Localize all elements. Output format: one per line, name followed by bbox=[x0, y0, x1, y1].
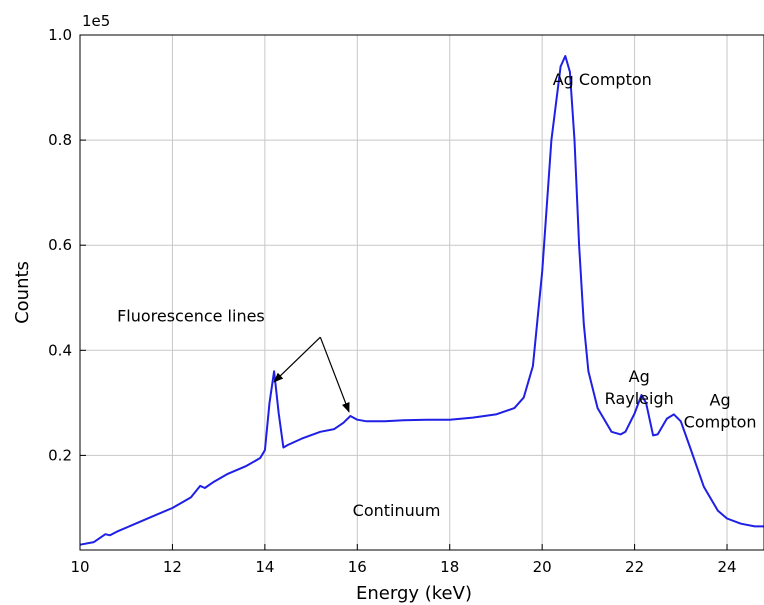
x-tick-label: 12 bbox=[163, 558, 182, 576]
x-tick-label: 10 bbox=[70, 558, 89, 576]
y-tick-label: 0.8 bbox=[48, 131, 72, 149]
annotation-line: Ag bbox=[710, 390, 731, 409]
annotation-line: Fluorescence lines bbox=[117, 306, 265, 325]
annotation-arrow bbox=[273, 336, 321, 383]
annotation-ag-rayleigh: Ag Rayleigh bbox=[605, 367, 674, 408]
series-group bbox=[79, 55, 764, 546]
y-tick-label: 0.2 bbox=[48, 446, 72, 464]
y-tick-label: 1.0 bbox=[48, 26, 72, 44]
x-tick-label: 20 bbox=[533, 558, 552, 576]
y-scale-label: 1e5 bbox=[82, 12, 110, 30]
plot-frame bbox=[79, 34, 764, 551]
annotation-line: Rayleigh bbox=[605, 389, 674, 408]
annotation-line: Ag Compton bbox=[553, 70, 652, 89]
x-tick-label: 14 bbox=[255, 558, 274, 576]
grid-lines bbox=[80, 35, 764, 550]
annotation-line: Continuum bbox=[353, 501, 441, 520]
annotation-line: Compton bbox=[684, 412, 757, 431]
x-tick-label: 24 bbox=[717, 558, 736, 576]
annotation-ag-compton-2: Ag Compton bbox=[684, 390, 757, 431]
annotation-fluorescence: Fluorescence lines bbox=[117, 306, 265, 325]
x-axis-label: Energy (keV) bbox=[356, 583, 472, 604]
annotation-line: Ag bbox=[629, 367, 650, 386]
x-tick-label: 18 bbox=[440, 558, 459, 576]
y-tick-label: 0.4 bbox=[48, 341, 72, 359]
spectrum-line bbox=[79, 55, 764, 546]
annotation-arrow bbox=[319, 336, 350, 413]
x-tick-label: 22 bbox=[625, 558, 644, 576]
tick-labels: 10 12 14 16 18 20 22 24 0.2 0.4 0.6 0.8 1.0 bbox=[48, 26, 736, 576]
annotation-continuum: Continuum bbox=[353, 501, 441, 520]
y-axis-label: Counts bbox=[12, 261, 33, 324]
y-tick-label: 0.6 bbox=[48, 236, 72, 254]
x-tick-label: 16 bbox=[348, 558, 367, 576]
annotation-ag-compton-1: Ag Compton bbox=[553, 70, 652, 89]
